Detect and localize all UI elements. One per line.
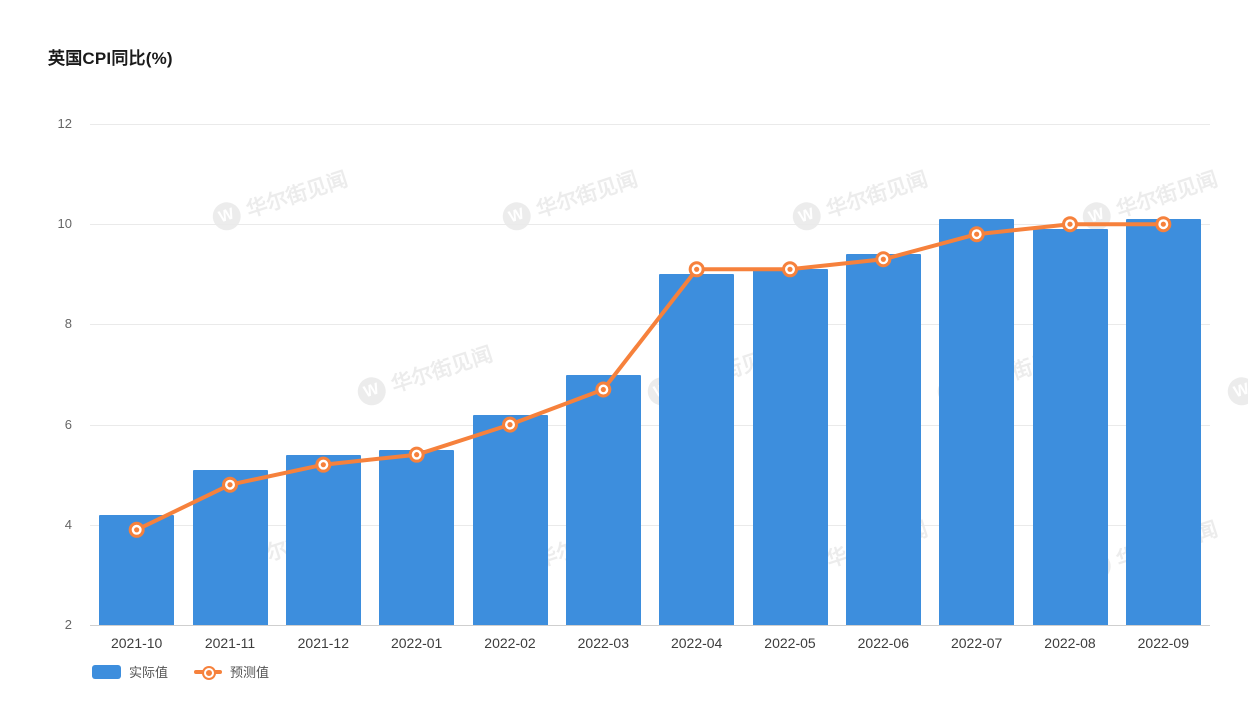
gridline: [90, 424, 1210, 426]
x-tick-label-2021-12: 2021-12: [297, 635, 350, 651]
y-tick-label: 8: [64, 316, 72, 332]
forecast-point-center: [134, 527, 140, 533]
forecast-point-center: [1160, 221, 1166, 227]
watermark-logo-icon: W: [1224, 373, 1248, 409]
x-tick-label-2021-11: 2021-11: [204, 635, 256, 651]
x-tick-label-2022-06: 2022-06: [857, 635, 910, 651]
x-tick-label-2022-08: 2022-08: [1044, 635, 1096, 651]
x-tick-label-2022-01: 2022-01: [390, 635, 443, 651]
bar-2021-12[interactable]: [285, 454, 361, 625]
legend-swatch-bar-icon: [92, 664, 121, 679]
forecast-point-center: [880, 256, 886, 262]
forecast-point-center: [600, 386, 606, 393]
x-tick-label-2021-10: 2021-10: [110, 635, 163, 651]
x-axis-line: [90, 625, 1210, 626]
line-series: [128, 216, 1172, 538]
forecast-line: [134, 222, 1166, 532]
y-axis-labels: 2 4 6 8 10 12: [40, 116, 78, 632]
bar-2022-04[interactable]: [659, 274, 735, 625]
bar-2022-03[interactable]: [565, 374, 641, 625]
y-tick-label: 10: [57, 216, 72, 232]
y-tick-label: 12: [57, 116, 72, 131]
legend-label-actual: 实际值: [129, 665, 169, 680]
forecast-point-center: [787, 266, 793, 272]
legend-item-forecast[interactable]: 预测值: [194, 662, 269, 681]
bar-2022-05[interactable]: [752, 269, 828, 625]
legend-line-dot: [204, 667, 215, 678]
bar-2022-08[interactable]: [1032, 229, 1108, 625]
forecast-point-center: [974, 231, 980, 237]
legend-swatch-line-icon: [194, 665, 223, 679]
bar-2022-07[interactable]: [939, 219, 1015, 625]
forecast-point-center: [507, 422, 513, 428]
chart-title: 英国CPI同比(%): [48, 49, 173, 68]
y-tick-label: 2: [64, 617, 72, 632]
forecast-point-center: [227, 482, 233, 488]
bar-2022-02[interactable]: [472, 414, 548, 625]
x-tick-label-2022-05: 2022-05: [764, 635, 816, 651]
legend: 实际值 预测值: [92, 662, 269, 681]
x-tick-label-2022-02: 2022-02: [484, 635, 536, 651]
forecast-point-center: [694, 266, 700, 272]
forecast-point-center: [414, 452, 420, 458]
x-tick-label-2022-04: 2022-04: [670, 635, 723, 651]
bar-2022-01[interactable]: [379, 449, 455, 625]
gridline: [90, 124, 1210, 125]
legend-label-forecast: 预测值: [230, 665, 270, 680]
legend-item-actual[interactable]: 实际值: [92, 662, 168, 681]
y-tick-label: 6: [64, 416, 72, 432]
forecast-point-center: [1067, 221, 1073, 227]
x-axis-labels: 2021-10 2021-11 2021-12 2022-01 2022-02 2022-…: [90, 633, 1210, 655]
x-tick-label-2022-03: 2022-03: [577, 635, 630, 651]
bar-2022-09[interactable]: [1125, 219, 1201, 625]
x-tick-label-2022-09: 2022-09: [1137, 635, 1190, 651]
forecast-point-center: [320, 462, 326, 468]
bar-2022-06[interactable]: [845, 254, 921, 625]
gridline: [90, 324, 1210, 326]
gridline: [90, 524, 1210, 526]
chart-plot-area: W华尔街见闻W华尔街见闻W华尔街见闻W华尔街见闻W华尔街见闻W华尔街见闻W华尔街…: [90, 124, 1248, 626]
gridline: [90, 224, 1210, 226]
y-tick-label: 4: [64, 516, 72, 532]
x-tick-label-2022-07: 2022-07: [950, 635, 1003, 651]
